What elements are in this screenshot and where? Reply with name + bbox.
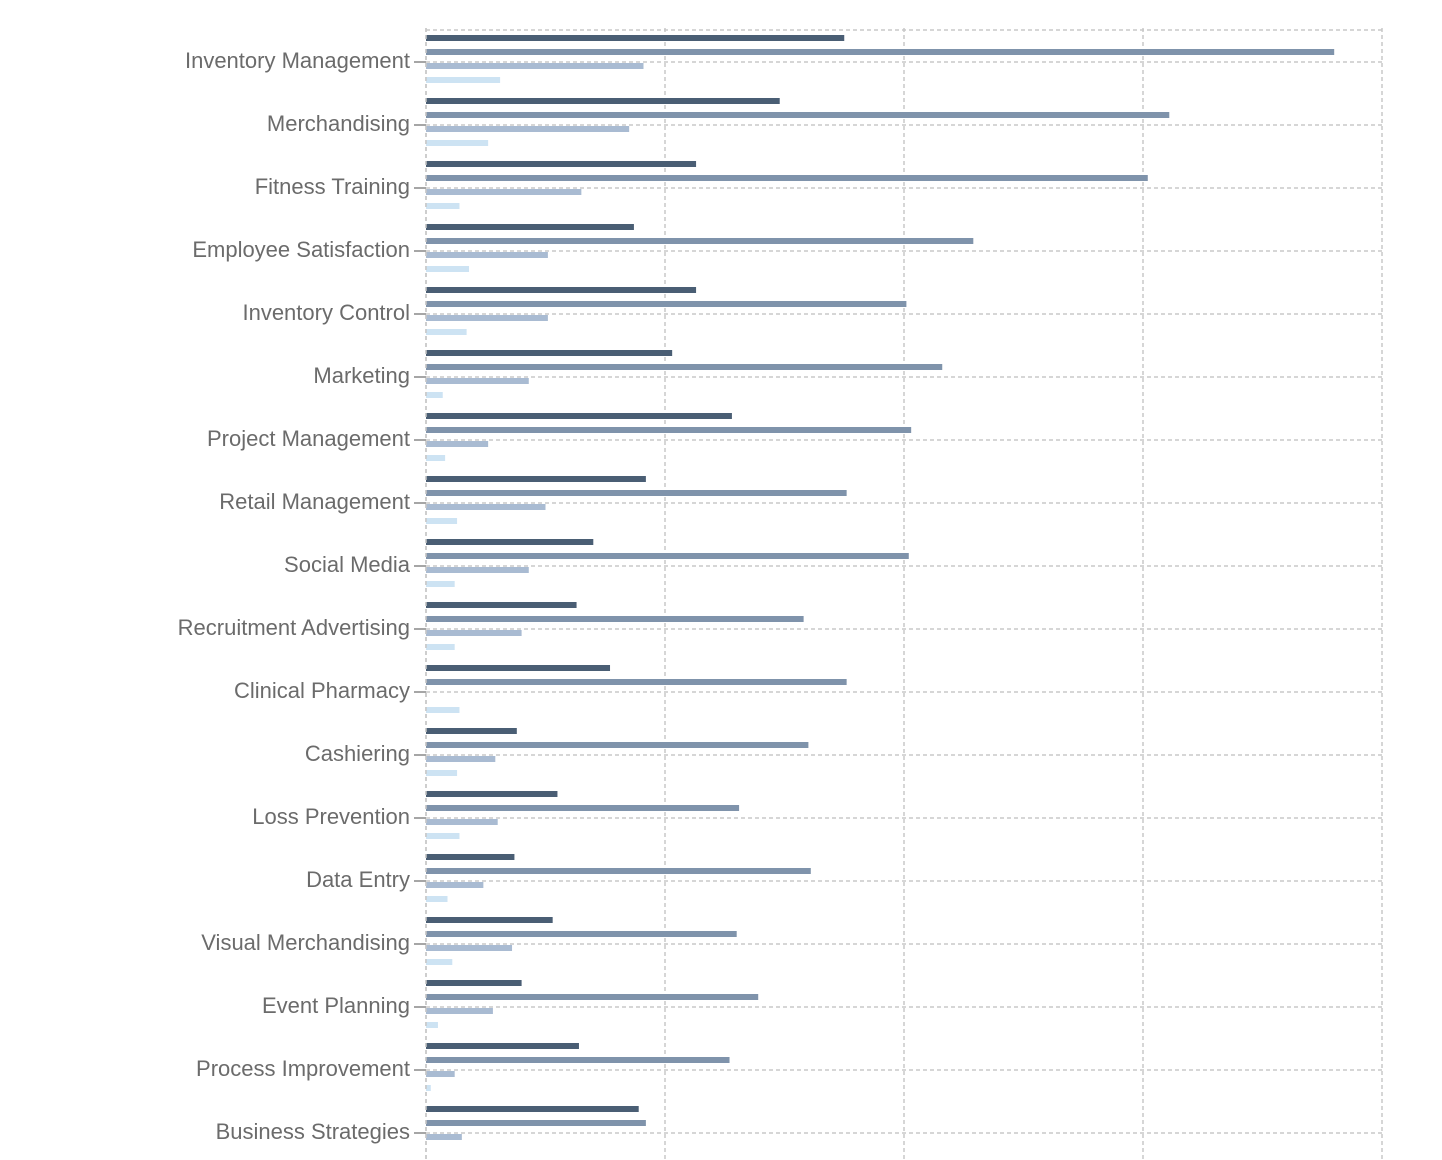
bar <box>426 203 460 209</box>
y-tick-label: Business Strategies <box>216 1119 410 1144</box>
bar <box>426 476 646 482</box>
bar <box>426 49 1335 55</box>
bar <box>426 329 467 335</box>
bar <box>426 189 582 195</box>
bar <box>426 224 634 230</box>
y-tick-label: Social Media <box>284 552 411 577</box>
bar <box>426 364 943 370</box>
bar <box>426 1120 646 1126</box>
y-tick-label: Project Management <box>207 426 410 451</box>
bar <box>426 756 496 762</box>
bar <box>426 553 909 559</box>
bar <box>426 287 697 293</box>
bar <box>426 490 847 496</box>
bar <box>426 455 446 461</box>
bar <box>426 630 522 636</box>
bar <box>426 77 501 83</box>
y-tick-label: Process Improvement <box>196 1056 410 1081</box>
bar <box>426 602 577 608</box>
bar <box>426 1057 730 1063</box>
bar <box>426 504 546 510</box>
bar <box>426 539 594 545</box>
bar <box>426 644 455 650</box>
bar <box>426 63 644 69</box>
y-tick-label: Retail Management <box>219 489 410 514</box>
y-tick-label: Clinical Pharmacy <box>234 678 410 703</box>
bar <box>426 175 1148 181</box>
y-tick-label: Inventory Management <box>185 48 410 73</box>
y-tick-label: Recruitment Advertising <box>178 615 410 640</box>
y-tick-label: Visual Merchandising <box>201 930 410 955</box>
bar <box>426 980 522 986</box>
bar <box>426 868 811 874</box>
bar <box>426 238 974 244</box>
bar <box>426 161 697 167</box>
bar <box>426 266 470 272</box>
bar <box>426 112 1170 118</box>
bar <box>426 819 498 825</box>
bar <box>426 1071 455 1077</box>
y-tick-label: Employee Satisfaction <box>192 237 410 262</box>
bar <box>426 945 513 951</box>
bar <box>426 427 912 433</box>
bar <box>426 854 515 860</box>
bar <box>426 770 458 776</box>
y-tick-label: Data Entry <box>306 867 410 892</box>
y-tick-label: Loss Prevention <box>252 804 410 829</box>
bar <box>426 350 673 356</box>
bar <box>426 1008 493 1014</box>
bar <box>426 1022 438 1028</box>
bar <box>426 917 553 923</box>
bar <box>426 126 630 132</box>
bar <box>426 392 443 398</box>
y-tick-label: Merchandising <box>267 111 410 136</box>
bar <box>426 1106 639 1112</box>
bar <box>426 301 907 307</box>
y-tick-label: Cashiering <box>305 741 410 766</box>
bar <box>426 791 558 797</box>
bar <box>426 707 460 713</box>
bar <box>426 742 809 748</box>
bar <box>426 665 611 671</box>
bar <box>426 98 780 104</box>
bar <box>426 728 517 734</box>
bar <box>426 252 548 258</box>
bar <box>426 616 804 622</box>
bar <box>426 567 529 573</box>
bar <box>426 413 732 419</box>
bar <box>426 896 448 902</box>
bar <box>426 959 453 965</box>
y-tick-label: Inventory Control <box>242 300 410 325</box>
y-tick-label: Fitness Training <box>255 174 410 199</box>
bar <box>426 581 455 587</box>
bar <box>426 518 458 524</box>
bar <box>426 315 548 321</box>
bar <box>426 1085 431 1091</box>
bar <box>426 679 847 685</box>
bar <box>426 882 484 888</box>
bar <box>426 35 845 41</box>
bar <box>426 931 737 937</box>
bar <box>426 378 529 384</box>
y-tick-label: Event Planning <box>262 993 410 1018</box>
bar <box>426 1043 579 1049</box>
bar <box>426 441 489 447</box>
bar <box>426 1134 462 1140</box>
y-tick-label: Marketing <box>313 363 410 388</box>
bar <box>426 805 740 811</box>
bar <box>426 140 489 146</box>
bar <box>426 994 759 1000</box>
bar <box>426 833 460 839</box>
